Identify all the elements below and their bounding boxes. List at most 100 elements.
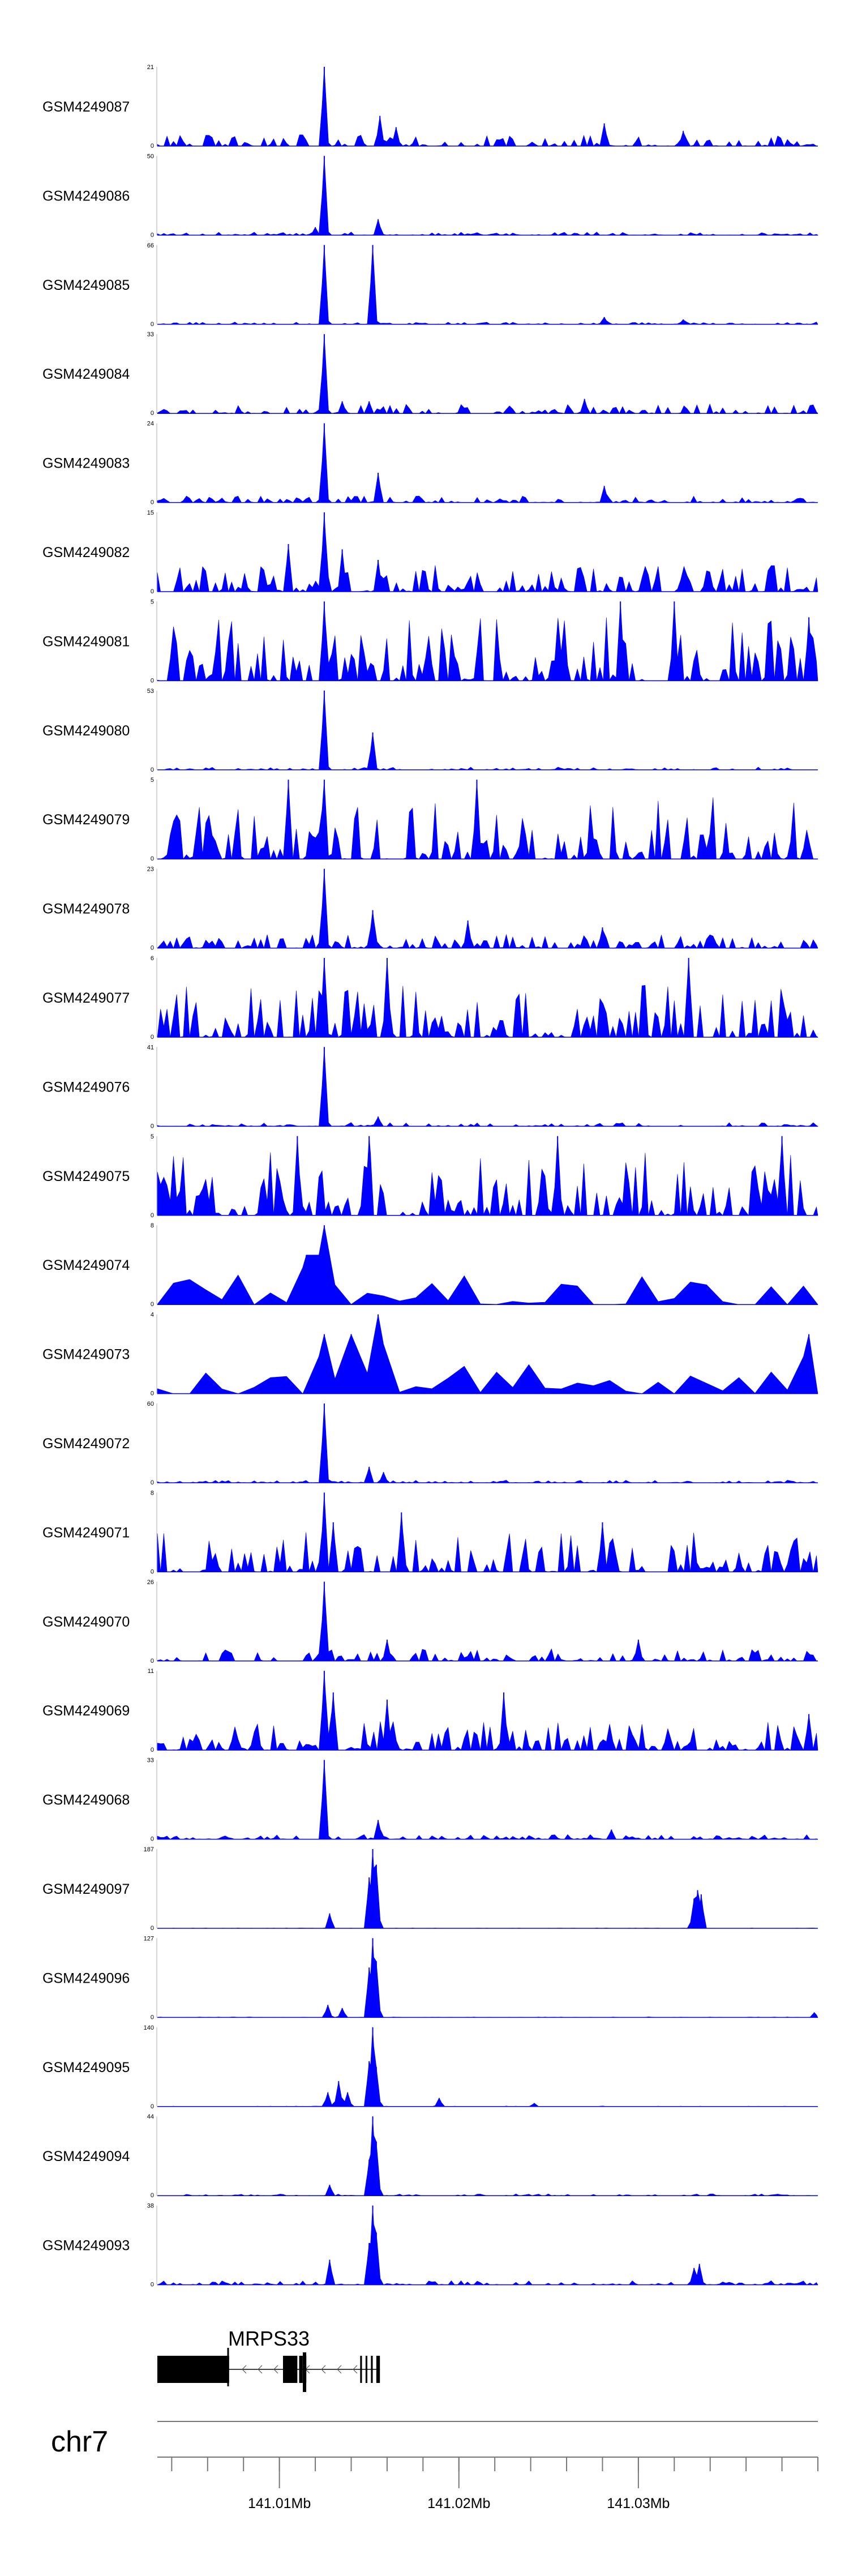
track-ymin-label: 0 (151, 1212, 154, 1219)
track-GSM4249069: GSM4249069 11 0 (42, 1668, 818, 1753)
track-ymin-label: 0 (151, 2014, 154, 2021)
track-ymax-label: 26 (147, 1579, 154, 1586)
track-ymin-label: 0 (151, 677, 154, 684)
track-GSM4249077: GSM4249077 6 0 (42, 955, 818, 1041)
track-ymin-label: 0 (151, 1747, 154, 1753)
track-ymin-label: 0 (151, 2282, 154, 2288)
signal-area (157, 66, 818, 147)
signal-area (157, 1492, 818, 1573)
track-GSM4249083: GSM4249083 24 0 (42, 421, 818, 506)
track-label: GSM4249070 (42, 1614, 130, 1630)
signal-area (157, 868, 818, 949)
track-label: GSM4249075 (42, 1169, 130, 1184)
coverage-tracks: GSM4249087210GSM4249086500GSM4249085660G… (42, 64, 819, 2288)
track-label: GSM4249073 (42, 1347, 130, 1363)
track-ymin-label: 0 (151, 321, 154, 328)
signal-area (157, 1848, 818, 1929)
track-GSM4249096: GSM4249096 127 0 (42, 1935, 818, 2021)
strand-chevron (353, 2365, 358, 2374)
signal-area (157, 690, 818, 771)
gene-exon (376, 2356, 380, 2383)
track-label: GSM4249097 (42, 1881, 130, 1897)
track-label: GSM4249094 (42, 2149, 130, 2164)
signal-area (157, 1403, 818, 1483)
gene-exon (157, 2356, 229, 2383)
gene-exon (371, 2356, 373, 2383)
track-ymax-label: 38 (147, 2203, 154, 2210)
track-ymax-label: 140 (144, 2025, 154, 2031)
track-ymax-label: 41 (147, 1044, 154, 1051)
track-ymin-label: 0 (151, 588, 154, 595)
track-ymax-label: 5 (151, 598, 154, 605)
track-ymin-label: 0 (151, 232, 154, 238)
track-GSM4249097: GSM4249097 187 0 (42, 1846, 818, 1932)
track-label: GSM4249093 (42, 2238, 130, 2254)
track-label: GSM4249069 (42, 1703, 130, 1719)
track-GSM4249079: GSM4249079 5 0 (42, 777, 818, 862)
track-label: GSM4249085 (42, 277, 130, 293)
chromosome-label: chr7 (51, 2425, 108, 2458)
track-label: GSM4249071 (42, 1525, 130, 1541)
track-GSM4249073: GSM4249073 4 0 (42, 1312, 818, 1397)
track-ymax-label: 127 (144, 1935, 154, 1942)
track-ymin-label: 0 (151, 1925, 154, 1932)
track-ymin-label: 0 (151, 945, 154, 952)
signal-area (157, 156, 819, 236)
track-label: GSM4249080 (42, 723, 130, 739)
track-ymax-label: 8 (151, 1222, 154, 1229)
track-label: GSM4249078 (42, 901, 130, 917)
signal-area (157, 1581, 818, 1662)
track-label: GSM4249072 (42, 1436, 130, 1452)
track-ymax-label: 5 (151, 1133, 154, 1140)
axis-tick-label: 141.01Mb (248, 2496, 311, 2511)
track-ymax-label: 33 (147, 1757, 154, 1764)
track-GSM4249072: GSM4249072 60 0 (42, 1401, 818, 1486)
track-GSM4249074: GSM4249074 8 0 (42, 1222, 818, 1308)
track-GSM4249093: GSM4249093 38 0 (42, 2203, 818, 2288)
track-label: GSM4249074 (42, 1257, 130, 1273)
signal-area (157, 780, 818, 860)
signal-area (157, 1225, 818, 1305)
track-label: GSM4249081 (42, 634, 130, 649)
track-label: GSM4249083 (42, 456, 130, 472)
track-ymax-label: 8 (151, 1490, 154, 1496)
track-ymin-label: 0 (151, 2192, 154, 2199)
signal-area (157, 1314, 818, 1394)
gene-exon (282, 2356, 298, 2383)
signal-area (157, 1938, 818, 2018)
track-ymin-label: 0 (151, 143, 154, 149)
track-ymax-label: 11 (148, 1668, 154, 1675)
track-ymax-label: 187 (144, 1846, 154, 1853)
track-label: GSM4249077 (42, 990, 130, 1006)
track-GSM4249076: GSM4249076 41 0 (42, 1044, 819, 1129)
strand-chevron (337, 2365, 342, 2374)
strand-chevron (321, 2365, 326, 2374)
track-ymin-label: 0 (151, 767, 154, 773)
signal-area (157, 334, 818, 414)
signal-area (157, 1136, 818, 1216)
track-ymax-label: 23 (147, 866, 154, 873)
track-label: GSM4249079 (42, 812, 130, 828)
track-ymin-label: 0 (151, 1390, 154, 1397)
track-GSM4249087: GSM4249087 21 0 (42, 64, 818, 149)
track-ymax-label: 5 (151, 777, 154, 784)
track-label: GSM4249095 (42, 2060, 130, 2076)
track-GSM4249081: GSM4249081 5 0 (42, 598, 818, 684)
track-label: GSM4249086 (42, 188, 130, 204)
track-ymin-label: 0 (151, 410, 154, 417)
track-ymin-label: 0 (151, 855, 154, 862)
track-ymax-label: 33 (147, 331, 154, 338)
track-ymax-label: 66 (147, 242, 154, 249)
gene-exon (299, 2356, 303, 2383)
track-ymax-label: 21 (147, 64, 154, 71)
track-GSM4249080: GSM4249080 53 0 (42, 688, 818, 773)
track-GSM4249068: GSM4249068 33 0 (42, 1757, 818, 1843)
signal-area (157, 512, 818, 593)
track-ymin-label: 0 (151, 1123, 154, 1129)
track-GSM4249095: GSM4249095 140 0 (42, 2025, 818, 2110)
gene-label: MRPS33 (228, 2327, 310, 2350)
track-label: GSM4249082 (42, 545, 130, 560)
signal-area (157, 1760, 818, 1840)
track-label: GSM4249076 (42, 1079, 130, 1095)
